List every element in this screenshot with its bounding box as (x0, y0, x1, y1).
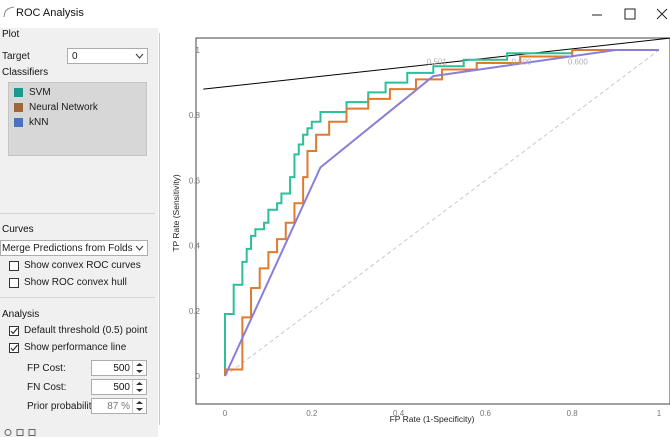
checkbox-box[interactable] (9, 326, 19, 336)
fn-cost-label: FN Cost: (27, 382, 67, 393)
threshold-annotation: 0.600 (511, 58, 532, 67)
prior-probability-label: Prior probability: (27, 401, 100, 412)
performance-line (203, 37, 670, 90)
show-convex-curves-checkbox[interactable]: Show convex ROC curves (9, 260, 149, 274)
fn-cost-spinbox[interactable]: 500 (91, 379, 147, 395)
checkbox-box[interactable] (9, 278, 19, 288)
y-tick-label: 0.2 (189, 307, 201, 316)
prior-probability-value: 87 % (107, 401, 130, 412)
x-tick-label: 0.8 (567, 409, 579, 418)
plot-area: 0 0 0.2 0.2 0.4 0.4 0.6 0.6 0.8 0.8 1 1 FP Rate (1-S… (159, 33, 670, 425)
svm-color-swatch (14, 88, 23, 97)
control-panel: Plot Target 0 Classifiers SVM Neural Net… (0, 28, 158, 437)
neural-network-color-swatch (14, 103, 23, 112)
chevron-down-icon (135, 53, 144, 59)
y-tick-label: 1 (196, 46, 201, 55)
analysis-section-label: Analysis (2, 309, 40, 320)
threshold-annotation: 0.501 (427, 58, 448, 67)
fp-cost-label: FP Cost: (27, 363, 66, 374)
fn-cost-value: 500 (113, 382, 130, 393)
section-divider (0, 213, 155, 214)
classifiers-label: Classifiers (2, 67, 49, 78)
reference-diagonal (224, 49, 660, 377)
show-convex-hull-checkbox[interactable]: Show ROC convex hull (9, 277, 149, 291)
check-icon (10, 327, 18, 335)
x-tick-label: 0.6 (480, 409, 492, 418)
spin-arrows-icon[interactable] (132, 361, 146, 375)
x-tick-label: 0 (223, 409, 228, 418)
merge-predictions-select[interactable]: Merge Predictions from Folds (0, 240, 148, 256)
plot-section-label: Plot (2, 29, 20, 40)
threshold-annotation: 0.600 (568, 58, 589, 67)
fp-cost-value: 500 (113, 363, 130, 374)
target-select[interactable]: 0 (67, 48, 148, 64)
y-tick-label: 0 (196, 372, 201, 381)
y-tick-label: 0.4 (189, 242, 201, 251)
x-tick-label: 1 (657, 409, 662, 418)
fp-cost-spinbox[interactable]: 500 (91, 360, 147, 376)
x-axis-label: FP Rate (1-Specificity) (390, 414, 475, 424)
check-icon (10, 344, 18, 352)
classifier-label: SVM (29, 87, 51, 98)
title-bar: ROC Analysis (0, 0, 670, 30)
roc-app-icon (3, 6, 15, 18)
merge-predictions-value: Merge Predictions from Folds (2, 243, 133, 254)
checkbox-label: Show performance line (24, 342, 127, 353)
status-bar-icons[interactable] (4, 428, 44, 437)
checkbox-label: Show convex ROC curves (24, 260, 141, 271)
roc-chart: 0 0 0.2 0.2 0.4 0.4 0.6 0.6 0.8 0.8 1 1 FP Rate (1-S… (171, 37, 670, 424)
plot-box (195, 37, 670, 405)
target-value: 0 (72, 51, 78, 62)
classifier-item-neural-network[interactable]: Neural Network (9, 101, 146, 115)
checkbox-box[interactable] (9, 261, 19, 271)
classifier-item-svm[interactable]: SVM (9, 86, 146, 100)
prior-probability-spinbox[interactable]: 87 % (91, 398, 147, 414)
checkbox-label: Default threshold (0.5) point (24, 325, 148, 336)
checkbox-label: Show ROC convex hull (24, 277, 127, 288)
y-tick-label: 0.6 (189, 176, 201, 185)
show-performance-line-checkbox[interactable]: Show performance line (9, 342, 154, 356)
close-icon[interactable] (652, 5, 670, 23)
classifier-item-knn[interactable]: kNN (9, 116, 146, 130)
checkbox-box[interactable] (9, 343, 19, 353)
target-label: Target (2, 51, 30, 62)
x-tick-label: 0.2 (306, 409, 318, 418)
section-divider (0, 297, 155, 298)
y-axis-label: TP Rate (Sensitivity) (171, 174, 181, 251)
curves-section-label: Curves (2, 224, 34, 235)
spin-arrows-icon[interactable] (132, 399, 146, 413)
minimize-icon[interactable] (587, 5, 607, 23)
x-tick-label: 0.4 (393, 409, 405, 418)
window-title: ROC Analysis (16, 7, 84, 19)
default-threshold-checkbox[interactable]: Default threshold (0.5) point (9, 325, 154, 339)
classifier-list[interactable]: SVM Neural Network kNN (8, 82, 147, 156)
classifier-label: kNN (29, 117, 49, 128)
y-tick-label: 0.8 (189, 111, 201, 120)
classifier-label: Neural Network (29, 102, 98, 113)
spin-arrows-icon[interactable] (132, 380, 146, 394)
knn-color-swatch (14, 118, 23, 127)
chevron-down-icon (135, 245, 144, 251)
maximize-icon[interactable] (620, 5, 640, 23)
